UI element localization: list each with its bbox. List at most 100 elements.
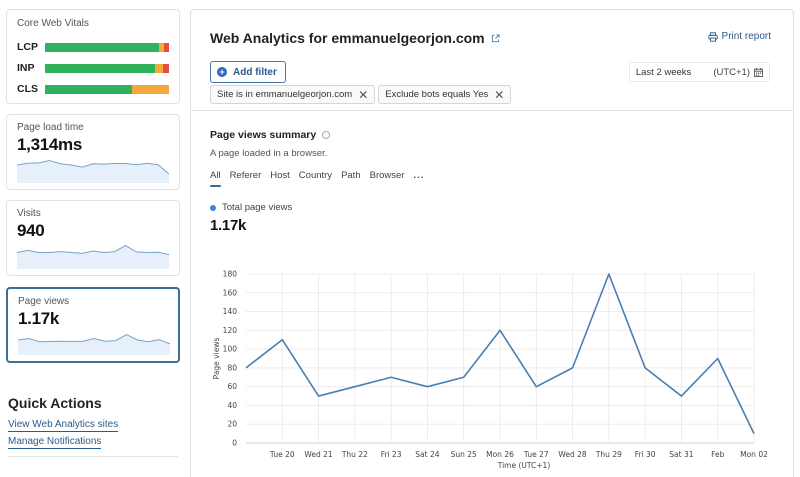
core-web-vitals-card[interactable]: Core Web Vitals LCP INP CLS bbox=[6, 9, 180, 104]
svg-text:Mon 26: Mon 26 bbox=[486, 450, 514, 459]
tab-browser[interactable]: Browser bbox=[369, 170, 405, 181]
cwv-bar-segment bbox=[131, 84, 169, 94]
svg-text:Thu 29: Thu 29 bbox=[595, 450, 622, 459]
cwv-row-inp: INP bbox=[17, 58, 169, 78]
svg-text:80: 80 bbox=[227, 363, 237, 372]
active-filters: Site is in emmanuelgeorjon.com ✕ Exclude… bbox=[210, 85, 512, 104]
svg-text:Fri 23: Fri 23 bbox=[381, 450, 402, 459]
svg-text:100: 100 bbox=[223, 345, 238, 354]
total-page-views-value: 1.17k bbox=[210, 217, 247, 234]
metric-label: Page load time bbox=[17, 122, 84, 133]
cwv-bar-segment bbox=[164, 42, 169, 52]
quick-actions-title: Quick Actions bbox=[8, 395, 102, 411]
print-report-label: Print report bbox=[721, 31, 771, 42]
filter-chip-text: Exclude bots equals Yes bbox=[385, 89, 489, 100]
tab-all[interactable]: All bbox=[210, 170, 221, 187]
sparkline-chart bbox=[17, 159, 169, 183]
svg-text:Tue 20: Tue 20 bbox=[269, 450, 295, 459]
filter-chip-exclude-bots[interactable]: Exclude bots equals Yes ✕ bbox=[378, 85, 512, 104]
cwv-label: LCP bbox=[17, 41, 38, 53]
view-web-analytics-sites-link[interactable]: View Web Analytics sites bbox=[8, 419, 119, 432]
report-header: Web Analytics for emmanuelgeorjon.com Pr… bbox=[191, 10, 793, 111]
svg-text:Page views: Page views bbox=[212, 338, 221, 380]
svg-text:Wed 21: Wed 21 bbox=[304, 450, 333, 459]
calendar-icon bbox=[754, 67, 763, 77]
svg-text:40: 40 bbox=[227, 401, 237, 410]
metric-label: Visits bbox=[17, 208, 41, 219]
tab-path[interactable]: Path bbox=[341, 170, 361, 181]
metric-value: 1,314ms bbox=[17, 135, 83, 154]
date-range-picker[interactable]: Last 2 weeks (UTC+1) bbox=[628, 62, 770, 82]
summary-title: Page views summary bbox=[210, 129, 331, 141]
cwv-label: INP bbox=[17, 62, 35, 74]
print-report-button[interactable]: Print report bbox=[707, 31, 771, 42]
tab-country[interactable]: Country bbox=[298, 170, 333, 181]
cwv-row-cls: CLS bbox=[17, 79, 169, 99]
cwv-bar-segment bbox=[44, 84, 132, 94]
svg-text:120: 120 bbox=[223, 326, 238, 335]
plus-circle-icon: + bbox=[217, 67, 227, 77]
page-title: Web Analytics for emmanuelgeorjon.com bbox=[210, 30, 500, 46]
metric-card-page-load-time[interactable]: Page load time 1,314ms bbox=[6, 114, 180, 190]
svg-text:Feb: Feb bbox=[711, 450, 725, 459]
cwv-label: CLS bbox=[17, 83, 38, 95]
summary-description: A page loaded in a browser. bbox=[210, 148, 328, 159]
svg-text:0: 0 bbox=[232, 439, 237, 448]
sparkline-chart bbox=[17, 245, 169, 269]
svg-text:Sun 25: Sun 25 bbox=[451, 450, 477, 459]
tab-referer[interactable]: Referer bbox=[229, 170, 262, 181]
cwv-distribution-bar[interactable] bbox=[44, 63, 169, 73]
svg-text:Thu 22: Thu 22 bbox=[341, 450, 368, 459]
legend-label: Total page views bbox=[222, 202, 293, 213]
svg-text:Wed 28: Wed 28 bbox=[558, 450, 587, 459]
svg-text:20: 20 bbox=[227, 420, 237, 429]
svg-text:Sat 24: Sat 24 bbox=[415, 450, 439, 459]
timezone-label: (UTC+1) bbox=[713, 66, 750, 78]
svg-text:160: 160 bbox=[223, 288, 238, 297]
metric-card-visits[interactable]: Visits 940 bbox=[6, 200, 180, 276]
cwv-bar-segment bbox=[44, 42, 160, 52]
core-web-vitals-title: Core Web Vitals bbox=[17, 18, 89, 29]
filter-chip-text: Site is in emmanuelgeorjon.com bbox=[217, 89, 353, 100]
add-filter-label: Add filter bbox=[233, 66, 277, 78]
main-panel: Web Analytics for emmanuelgeorjon.com Pr… bbox=[190, 9, 794, 477]
svg-text:Fri 30: Fri 30 bbox=[635, 450, 656, 459]
svg-text:Time (UTC+1): Time (UTC+1) bbox=[497, 461, 551, 470]
cwv-bar-segment bbox=[44, 63, 156, 73]
tab-host[interactable]: Host bbox=[270, 170, 290, 181]
metric-label: Page views bbox=[18, 296, 70, 307]
summary-title-text: Page views summary bbox=[210, 129, 317, 141]
cwv-distribution-bar[interactable] bbox=[44, 84, 169, 94]
sparkline-chart bbox=[18, 334, 170, 355]
external-link-icon[interactable] bbox=[491, 33, 500, 43]
printer-icon bbox=[707, 31, 718, 42]
clock-icon[interactable] bbox=[322, 131, 331, 139]
cwv-bar-segment bbox=[159, 42, 165, 52]
page-title-text: Web Analytics for emmanuelgeorjon.com bbox=[210, 30, 485, 46]
close-icon[interactable]: ✕ bbox=[494, 87, 505, 102]
svg-text:Tue 27: Tue 27 bbox=[523, 450, 549, 459]
metric-value: 1.17k bbox=[18, 309, 60, 328]
svg-text:Mon 02: Mon 02 bbox=[740, 450, 768, 459]
metric-value: 940 bbox=[17, 221, 45, 240]
cwv-bar-segment bbox=[155, 63, 163, 73]
svg-text:Sat 31: Sat 31 bbox=[669, 450, 693, 459]
close-icon[interactable]: ✕ bbox=[358, 87, 369, 102]
svg-text:180: 180 bbox=[223, 270, 238, 279]
metric-card-page-views[interactable]: Page views 1.17k bbox=[6, 287, 180, 363]
cwv-distribution-bar[interactable] bbox=[44, 42, 169, 52]
legend-dot-icon bbox=[210, 204, 216, 211]
manage-notifications-link[interactable]: Manage Notifications bbox=[8, 436, 102, 449]
cwv-row-lcp: LCP bbox=[17, 37, 169, 57]
more-tabs-button[interactable]: ... bbox=[413, 170, 425, 181]
filter-chip-site[interactable]: Site is in emmanuelgeorjon.com ✕ bbox=[210, 85, 376, 104]
divider bbox=[8, 456, 178, 457]
page-views-line-chart[interactable]: 0 20 40 60 80 100 120 140 160 180 Tue 20 Wed 21 Thu … bbox=[191, 260, 793, 477]
date-range-label: Last 2 weeks bbox=[635, 66, 692, 78]
chart-legend: Total page views bbox=[210, 202, 292, 213]
add-filter-button[interactable]: + Add filter bbox=[210, 61, 286, 83]
breakdown-tabs: All Referer Host Country Path Browser... bbox=[210, 170, 424, 187]
svg-text:60: 60 bbox=[227, 382, 237, 391]
cwv-bar-segment bbox=[162, 63, 169, 73]
